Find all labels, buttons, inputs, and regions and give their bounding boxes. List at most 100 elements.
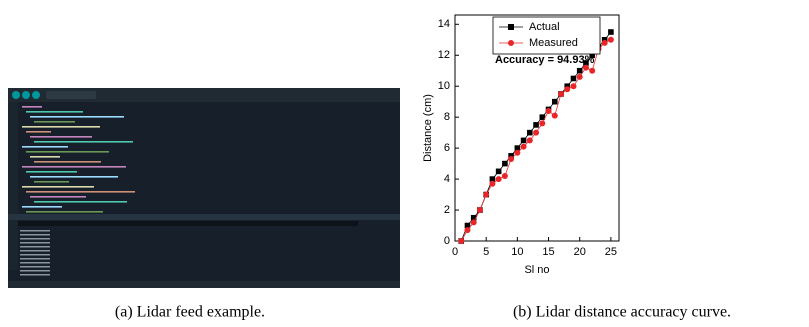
- marker: [471, 219, 477, 225]
- marker: [577, 68, 583, 74]
- page: (a) Lidar feed example. (b) Lidar distan…: [0, 0, 809, 327]
- series-line: [461, 40, 611, 241]
- marker: [508, 156, 514, 162]
- marker: [502, 161, 508, 167]
- marker: [521, 144, 527, 150]
- marker: [577, 74, 583, 80]
- code-line: [30, 176, 118, 178]
- marker: [477, 207, 483, 213]
- marker: [489, 181, 495, 187]
- code-line: [22, 106, 42, 108]
- y-tick-label: 2: [444, 204, 450, 216]
- code-line: [34, 201, 127, 203]
- code-line: [26, 131, 51, 133]
- annotation: Accuracy = 94.93%: [495, 54, 595, 66]
- serial-line: [20, 246, 50, 248]
- y-tick-label: 6: [444, 142, 450, 154]
- ide-sidebar: [8, 102, 18, 270]
- caption: (b) Lidar distance accuracy curve.: [513, 304, 731, 321]
- code-line: [26, 151, 109, 153]
- ide-screenshot: [8, 88, 400, 288]
- code-line: [26, 191, 135, 193]
- marker: [546, 108, 552, 114]
- figure: (a) Lidar feed example. (b) Lidar distan…: [0, 0, 809, 327]
- code-line: [34, 121, 75, 123]
- caption: (a) Lidar feed example.: [115, 304, 265, 321]
- marker: [464, 227, 470, 233]
- x-tick-label: 10: [511, 246, 523, 258]
- serial-line: [20, 274, 50, 276]
- marker: [533, 130, 539, 136]
- y-axis-label: Distance (cm): [422, 94, 434, 162]
- code-line: [34, 181, 69, 183]
- serial-line: [20, 242, 50, 244]
- ide-button: [12, 91, 20, 99]
- marker: [608, 29, 614, 35]
- code-line: [30, 116, 124, 118]
- marker: [558, 91, 564, 97]
- marker: [458, 238, 464, 244]
- marker: [533, 122, 539, 128]
- legend-marker: [508, 24, 514, 30]
- y-tick-label: 4: [444, 173, 450, 185]
- x-tick-label: 20: [574, 246, 586, 258]
- ide-panel-tabs: [8, 214, 400, 220]
- code-line: [34, 161, 101, 163]
- y-tick-label: 12: [438, 49, 450, 61]
- legend-label: Actual: [529, 21, 560, 33]
- legend-marker: [508, 40, 514, 46]
- serial-line: [20, 258, 50, 260]
- marker: [502, 173, 508, 179]
- marker: [539, 120, 545, 126]
- x-tick-label: 0: [452, 246, 458, 258]
- marker: [527, 137, 533, 143]
- y-tick-label: 0: [444, 235, 450, 247]
- marker: [527, 130, 533, 136]
- marker: [496, 176, 502, 182]
- serial-line: [20, 270, 50, 272]
- y-tick-label: 14: [438, 18, 450, 30]
- chart: 0 2 4 6 8 10 12 14 0 5 10 15 20 25 Sl no Distance (cm) A…: [422, 15, 619, 276]
- marker: [570, 83, 576, 89]
- y-tick-label: 10: [438, 80, 450, 92]
- marker: [483, 192, 489, 198]
- ide-button: [22, 91, 30, 99]
- code-line: [22, 166, 126, 168]
- serial-line: [20, 266, 50, 268]
- code-line: [22, 146, 68, 148]
- y-tick-label: 8: [444, 111, 450, 123]
- ide-button: [32, 91, 40, 99]
- legend-label: Measured: [529, 37, 578, 49]
- marker: [571, 76, 577, 82]
- serial-line: [20, 254, 50, 256]
- marker: [496, 169, 502, 175]
- code-line: [22, 186, 94, 188]
- marker: [552, 99, 558, 105]
- code-line: [22, 206, 62, 208]
- ide-statusbar: [8, 281, 400, 288]
- marker: [521, 138, 527, 144]
- marker: [589, 68, 595, 74]
- x-tick-label: 25: [605, 246, 617, 258]
- code-line: [30, 136, 92, 138]
- ide-serial-input: [18, 221, 358, 226]
- x-axis-label: Sl no: [524, 264, 549, 276]
- code-line: [22, 126, 100, 128]
- marker: [602, 40, 608, 46]
- code-line: [26, 211, 103, 213]
- serial-line: [20, 262, 50, 264]
- code-line: [30, 196, 86, 198]
- serial-line: [20, 230, 50, 232]
- serial-line: [20, 238, 50, 240]
- marker: [514, 150, 520, 156]
- ide-board-select: [46, 91, 96, 99]
- code-line: [30, 156, 60, 158]
- code-line: [26, 111, 83, 113]
- marker: [608, 37, 614, 43]
- ide-window: [8, 88, 400, 288]
- serial-line: [20, 250, 50, 252]
- marker: [552, 113, 558, 119]
- x-tick-label: 5: [483, 246, 489, 258]
- code-line: [26, 171, 77, 173]
- x-tick-label: 15: [542, 246, 554, 258]
